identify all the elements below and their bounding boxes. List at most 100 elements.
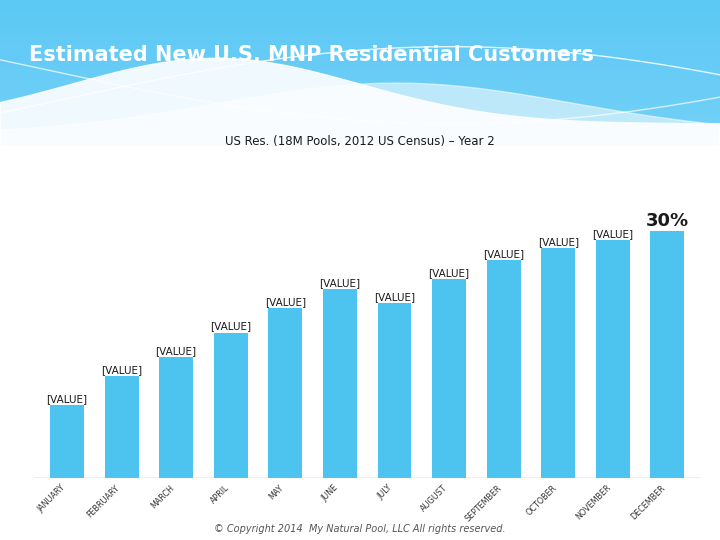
Bar — [0, 140, 720, 141]
Bar — [0, 50, 720, 51]
Bar — [0, 79, 720, 80]
Text: [VALUE]: [VALUE] — [156, 346, 197, 356]
Bar — [0, 129, 720, 130]
Bar — [0, 82, 720, 83]
Text: [VALUE]: [VALUE] — [483, 249, 524, 259]
Bar — [0, 138, 720, 140]
Bar — [0, 3, 720, 4]
Text: AUGUST: AUGUST — [419, 483, 449, 514]
Bar — [214, 333, 248, 478]
Bar — [0, 23, 720, 25]
Bar — [0, 39, 720, 41]
Bar — [0, 42, 720, 44]
Bar — [0, 75, 720, 76]
Bar — [0, 111, 720, 112]
Bar — [0, 22, 720, 23]
Bar — [0, 36, 720, 38]
Bar — [0, 106, 720, 108]
Bar — [0, 119, 720, 121]
Bar — [104, 376, 138, 478]
Text: Estimated New U.S. MNP Residential Customers: Estimated New U.S. MNP Residential Custo… — [29, 45, 594, 65]
Bar — [0, 90, 720, 92]
Bar — [0, 33, 720, 35]
Text: NOVEMBER: NOVEMBER — [575, 483, 613, 522]
Text: OCTOBER: OCTOBER — [524, 483, 558, 517]
Bar — [0, 76, 720, 77]
Bar — [0, 86, 720, 87]
Bar — [0, 28, 720, 29]
Bar — [0, 99, 720, 100]
Text: [VALUE]: [VALUE] — [47, 394, 88, 404]
Bar — [0, 131, 720, 133]
Bar — [0, 100, 720, 102]
Bar — [0, 46, 720, 48]
Bar — [0, 89, 720, 90]
Bar — [50, 405, 84, 478]
Polygon shape — [0, 83, 720, 146]
Bar — [0, 26, 720, 28]
Bar — [0, 80, 720, 82]
Bar — [0, 64, 720, 65]
Bar — [0, 17, 720, 19]
Bar — [650, 231, 684, 478]
Bar — [0, 134, 720, 136]
Bar — [159, 357, 193, 478]
Text: MAY: MAY — [267, 483, 285, 501]
Text: JUNE: JUNE — [320, 483, 340, 503]
Bar — [432, 279, 466, 478]
Text: DECEMBER: DECEMBER — [629, 483, 667, 521]
Bar — [0, 54, 720, 56]
Text: [VALUE]: [VALUE] — [320, 278, 361, 288]
Bar — [0, 118, 720, 119]
Bar — [0, 112, 720, 114]
Text: © Copyright 2014  My Natural Pool, LLC All rights reserved.: © Copyright 2014 My Natural Pool, LLC Al… — [214, 523, 506, 534]
Bar — [0, 127, 720, 129]
Bar — [0, 143, 720, 144]
Bar — [0, 93, 720, 95]
Bar — [0, 123, 720, 124]
Bar — [0, 65, 720, 67]
Bar — [0, 8, 720, 9]
Bar — [0, 104, 720, 105]
Bar — [0, 2, 720, 3]
Bar — [0, 108, 720, 109]
Bar — [0, 73, 720, 75]
Bar — [0, 83, 720, 85]
Polygon shape — [0, 58, 720, 146]
Bar — [0, 71, 720, 73]
Bar — [0, 87, 720, 89]
Bar — [0, 115, 720, 117]
Text: APRIL: APRIL — [209, 483, 230, 505]
Bar — [0, 13, 720, 15]
Bar — [0, 15, 720, 16]
Text: [VALUE]: [VALUE] — [374, 293, 415, 302]
Text: SEPTEMBER: SEPTEMBER — [464, 483, 504, 523]
Bar — [0, 12, 720, 13]
Bar — [0, 35, 720, 36]
Bar — [0, 38, 720, 39]
Text: JANUARY: JANUARY — [36, 483, 67, 514]
Bar — [0, 133, 720, 134]
Bar — [0, 77, 720, 79]
Bar — [0, 32, 720, 33]
Text: [VALUE]: [VALUE] — [538, 237, 579, 247]
Bar — [0, 69, 720, 70]
Bar — [541, 248, 575, 478]
Bar — [0, 56, 720, 57]
Bar — [0, 60, 720, 61]
Bar — [269, 308, 302, 478]
Bar — [323, 289, 357, 478]
Bar — [0, 10, 720, 12]
Bar — [0, 51, 720, 52]
Bar — [0, 121, 720, 123]
Bar — [0, 92, 720, 93]
Bar — [0, 29, 720, 31]
Text: US Res. (18M Pools, 2012 US Census) – Year 2: US Res. (18M Pools, 2012 US Census) – Ye… — [225, 136, 495, 148]
Bar — [0, 44, 720, 45]
Bar — [0, 4, 720, 6]
Bar — [0, 144, 720, 146]
Bar — [487, 260, 521, 478]
Bar — [377, 303, 411, 478]
Bar — [0, 48, 720, 50]
Bar — [0, 95, 720, 96]
